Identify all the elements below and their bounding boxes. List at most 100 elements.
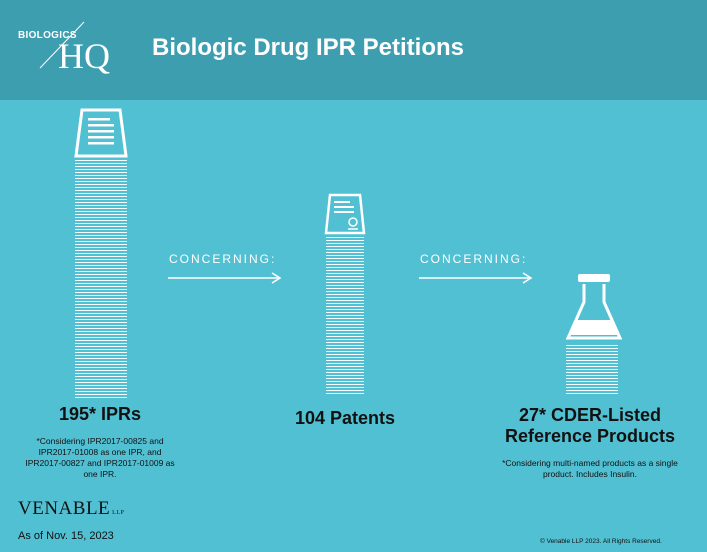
stack-page-line [326, 276, 364, 277]
stack-page-line [75, 259, 127, 260]
stack-page-line [326, 348, 364, 349]
stack-page-line [75, 205, 127, 206]
stack-page-line [75, 244, 127, 245]
stack-page-line [566, 369, 618, 370]
stack-page-line [326, 252, 364, 253]
stack-page-line [326, 273, 364, 274]
stack-page-line [326, 270, 364, 271]
stack-page-line [75, 319, 127, 320]
stack-page-line [75, 325, 127, 326]
logo-hq-text: HQ [58, 36, 110, 76]
stack-page-line [75, 190, 127, 191]
stack-page-line [326, 327, 364, 328]
stack-page-line [75, 277, 127, 278]
stack-page-line [326, 372, 364, 373]
product-label-line: Reference Products [504, 426, 676, 446]
stack-page-line [326, 240, 364, 241]
stack-page-line [75, 343, 127, 344]
stack-page-line [75, 361, 127, 362]
stack-page-line [326, 264, 364, 265]
stack-page-line [326, 258, 364, 259]
stack-page-line [326, 378, 364, 379]
stack-page-line [75, 358, 127, 359]
stack-page-line [566, 375, 618, 376]
stack-page-line [326, 300, 364, 301]
stack-page-line [75, 382, 127, 383]
stack-page-line [75, 310, 127, 311]
arrow-right-icon [419, 272, 533, 284]
stack-page-line [566, 384, 618, 385]
stack-page-line [75, 340, 127, 341]
header-banner: BIOLOGICS HQ Biologic Drug IPR Petitions [0, 0, 707, 100]
stack-page-line [326, 294, 364, 295]
stack-page-line [75, 274, 127, 275]
stack-page-line [326, 336, 364, 337]
stack-page-line [326, 309, 364, 310]
stack-page-line [75, 211, 127, 212]
stack-page-line [75, 307, 127, 308]
stack-page-line [326, 354, 364, 355]
stack-page-line [326, 330, 364, 331]
stack-page-line [566, 354, 618, 355]
firm-logo: VENABLE LLP [18, 498, 124, 520]
stack-page-line [566, 360, 618, 361]
stack-page-line [326, 303, 364, 304]
arrow-right-icon [168, 272, 282, 284]
stack-page-line [75, 214, 127, 215]
stack-page-line [75, 271, 127, 272]
patent-page-stack [326, 237, 364, 395]
stack-page-line [75, 397, 127, 398]
ipr-footnote: *Considering IPR2017-00825 and IPR2017-0… [10, 436, 190, 480]
stack-page-line [75, 160, 127, 161]
stack-page-line [75, 178, 127, 179]
stack-page-line [75, 196, 127, 197]
stack-page-line [566, 351, 618, 352]
stack-page-line [75, 238, 127, 239]
stack-page-line [326, 312, 364, 313]
stack-page-line [75, 391, 127, 392]
stack-page-line [75, 292, 127, 293]
stack-page-line [326, 390, 364, 391]
stack-page-line [326, 369, 364, 370]
stack-page-line [75, 247, 127, 248]
stack-page-line [566, 366, 618, 367]
stack-page-line [75, 172, 127, 173]
stack-page-line [75, 241, 127, 242]
stack-page-line [75, 316, 127, 317]
stack-page-line [75, 367, 127, 368]
stack-page-line [566, 363, 618, 364]
stack-page-line [75, 169, 127, 170]
stack-page-line [75, 262, 127, 263]
copyright-notice: © Venable LLP 2023. All Rights Reserved. [540, 538, 662, 545]
patent-count-label: 104 Patents [294, 408, 396, 428]
product-footnote-line: *Considering multi-named products as a s… [502, 458, 678, 468]
stack-page-line [75, 235, 127, 236]
logo-slash-icon [39, 21, 85, 69]
stack-page-line [326, 381, 364, 382]
stack-page-line [326, 315, 364, 316]
stack-page-line [75, 301, 127, 302]
stack-page-line [75, 208, 127, 209]
stack-page-line [75, 265, 127, 266]
stack-page-line [326, 288, 364, 289]
concerning-label-2: CONCERNING: [420, 252, 528, 266]
product-count-label: 27* CDER-Listed Reference Products [480, 405, 700, 447]
stack-page-line [566, 348, 618, 349]
stack-page-line [326, 267, 364, 268]
product-footnote-line: product. Includes Insulin. [542, 469, 638, 479]
stack-page-line [326, 324, 364, 325]
ipr-count-label: 195* IPRs [58, 404, 142, 424]
product-page-stack [566, 345, 618, 395]
stack-page-line [326, 291, 364, 292]
stack-page-line [75, 226, 127, 227]
stack-page-line [75, 217, 127, 218]
stack-page-line [75, 187, 127, 188]
stack-page-line [75, 175, 127, 176]
stack-page-line [75, 229, 127, 230]
ipr-footnote-line: IPR2017-00827 and IPR2017-01009 as [25, 458, 175, 468]
stack-page-line [566, 372, 618, 373]
concerning-label-1: CONCERNING: [169, 252, 277, 266]
stack-page-line [326, 375, 364, 376]
stack-page-line [326, 351, 364, 352]
ipr-footnote-line: *Considering IPR2017-00825 and [36, 436, 164, 446]
